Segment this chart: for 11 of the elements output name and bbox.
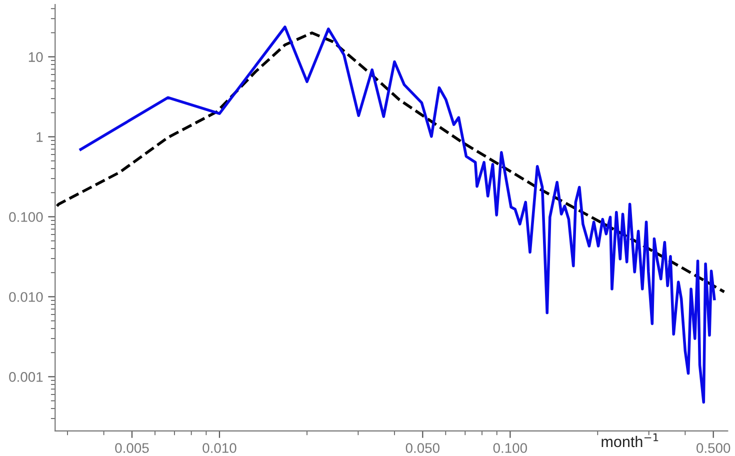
x-tick-label: 0.010 [202,443,236,453]
x-tick-label: 0.005 [115,443,149,453]
y-tick-label: 1 [36,132,43,142]
y-tick-label: 0.010 [9,292,43,302]
x-tick-label: 0.500 [696,443,730,453]
x-tick-label: 0.050 [406,443,440,453]
x-axis-title: month$^{−1}$ [602,433,658,448]
y-tick-label: 0.001 [9,372,43,382]
y-tick-label: 10 [28,52,43,62]
x-tick-label: 0.100 [493,443,528,453]
y-tick-label: 0.100 [9,212,43,222]
